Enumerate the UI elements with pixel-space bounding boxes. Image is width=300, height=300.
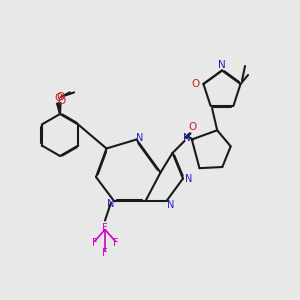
Text: F: F <box>92 238 97 248</box>
Text: F: F <box>102 248 108 259</box>
Text: O: O <box>189 122 197 133</box>
Text: N: N <box>136 133 144 143</box>
Text: N: N <box>218 60 226 70</box>
Text: O: O <box>56 92 65 102</box>
Text: O: O <box>57 95 66 106</box>
Text: O: O <box>54 93 63 103</box>
Text: N: N <box>107 199 114 209</box>
Text: F: F <box>102 223 108 233</box>
Text: N: N <box>185 173 192 184</box>
Text: N: N <box>167 200 175 210</box>
Text: N: N <box>183 133 190 143</box>
Text: O: O <box>192 79 200 89</box>
Text: F: F <box>113 238 118 248</box>
